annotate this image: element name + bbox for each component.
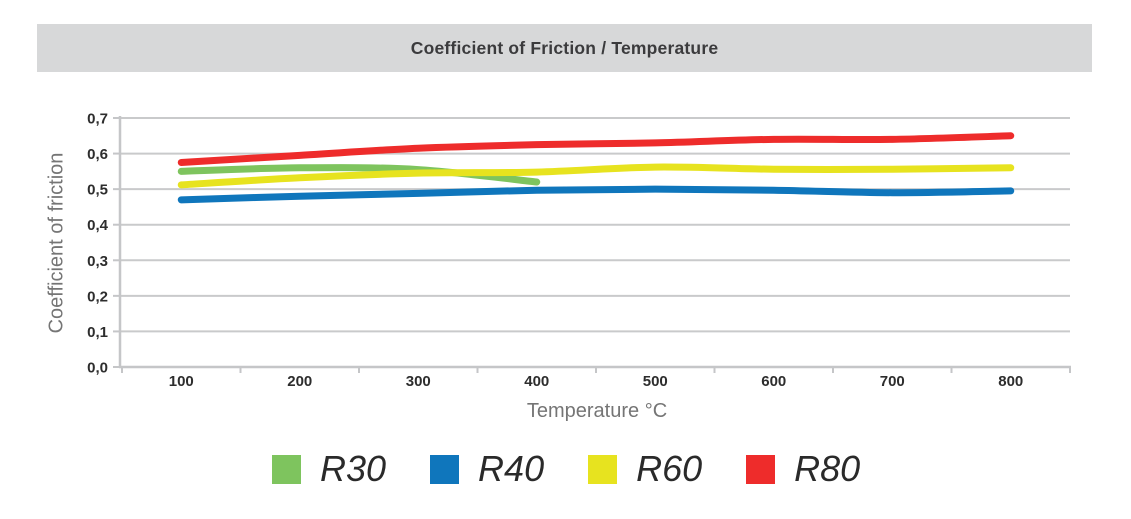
legend-item-R60: R60 xyxy=(588,451,702,487)
tick-labels: 0,0 0,1 0,2 0,3 0,4 0,5 0,6 0,7 100 200 300 400 500 6… xyxy=(87,111,1023,391)
x-tick-label: 500 xyxy=(643,373,668,390)
legend-label-R30: R30 xyxy=(320,448,387,489)
series-line-R40 xyxy=(177,185,1015,204)
legend-item-R80: R80 xyxy=(746,451,860,487)
y-axis-title: Coefficient of friction xyxy=(45,152,68,334)
x-tick-label: 300 xyxy=(406,373,431,390)
chart-legend: R30 R40 R60 R80 xyxy=(272,451,860,487)
y-tick-label: 0,5 xyxy=(87,182,108,199)
y-tick-label: 0,6 xyxy=(87,146,108,163)
legend-swatch-R80 xyxy=(746,454,776,484)
y-tick-label: 0,1 xyxy=(87,324,108,341)
legend-item-R30: R30 xyxy=(272,451,386,487)
chart-title: Coefficient of Friction / Temperature xyxy=(410,37,719,58)
series-line-R80 xyxy=(177,132,1015,166)
legend-label-R80: R80 xyxy=(794,448,861,489)
y-tick-label: 0,0 xyxy=(87,360,108,377)
legend-label-R40: R40 xyxy=(478,448,545,489)
y-tick-label: 0,2 xyxy=(87,288,108,305)
series-line-R60 xyxy=(177,163,1015,189)
x-tick-label: 700 xyxy=(880,373,905,390)
series-lines xyxy=(177,132,1015,204)
legend-swatch-R40 xyxy=(430,454,460,484)
x-tick-label: 200 xyxy=(287,373,312,390)
chart-title-bar: Coefficient of Friction / Temperature xyxy=(37,24,1092,72)
x-axis-title: Temperature °C xyxy=(526,400,668,422)
legend-swatch-R60 xyxy=(588,454,618,484)
x-tick-label: 100 xyxy=(169,373,194,390)
x-tick-label: 800 xyxy=(998,373,1023,390)
x-tick-label: 400 xyxy=(524,373,549,390)
legend-label-R60: R60 xyxy=(636,448,703,489)
axes xyxy=(113,116,1071,373)
legend-swatch-R30 xyxy=(272,454,301,484)
y-tick-label: 0,3 xyxy=(87,253,108,270)
y-tick-label: 0,4 xyxy=(87,217,109,234)
x-tick-label: 600 xyxy=(761,373,786,390)
y-tick-label: 0,7 xyxy=(87,111,108,128)
legend-item-R40: R40 xyxy=(430,451,544,487)
